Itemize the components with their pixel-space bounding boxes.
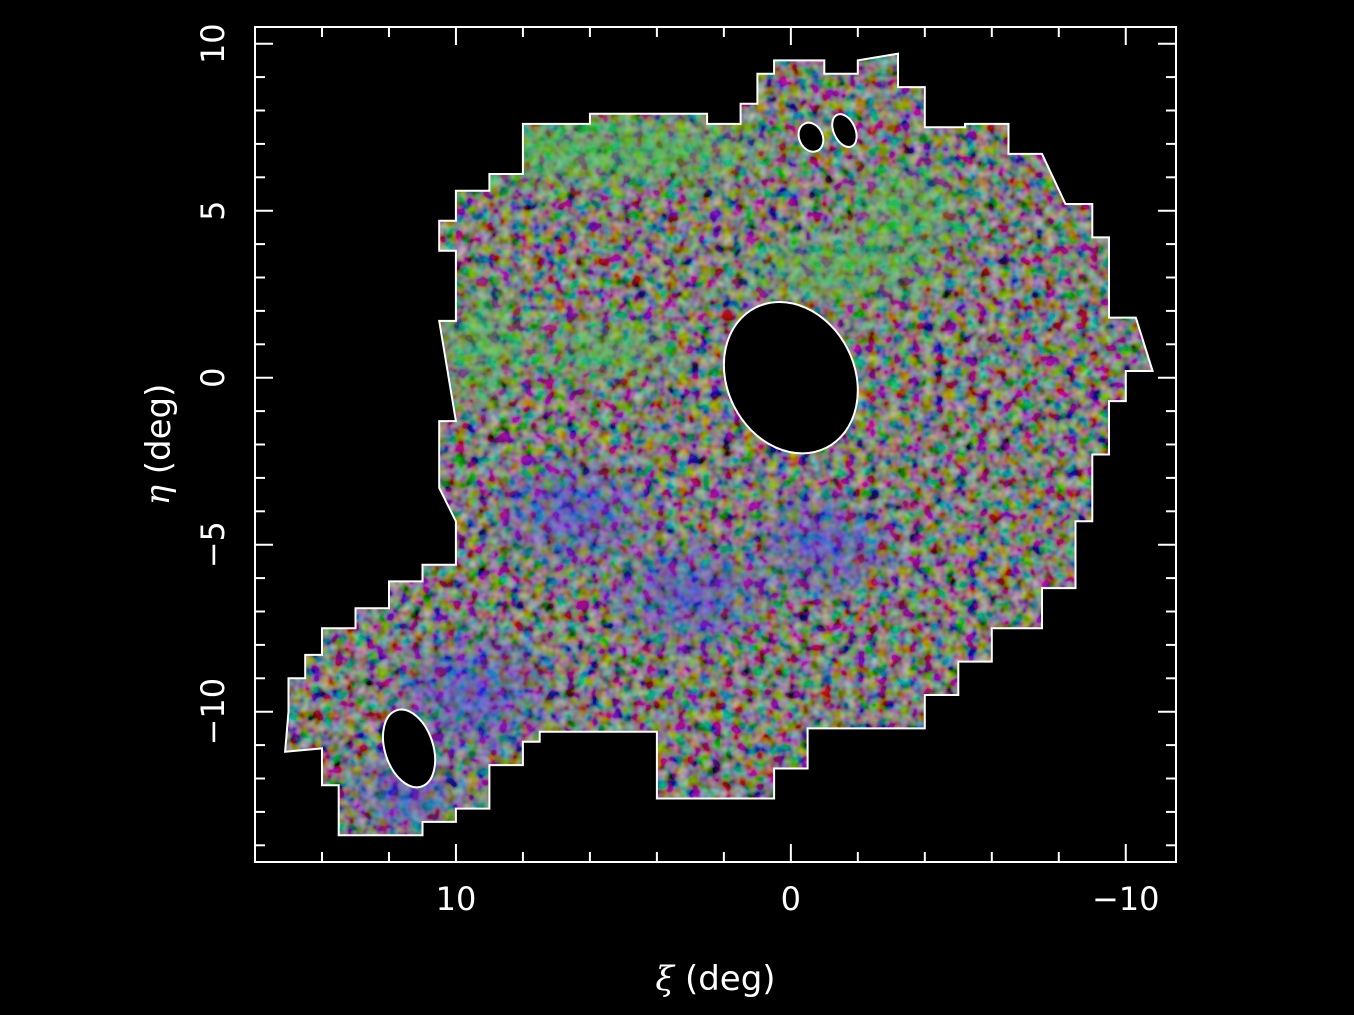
green-emission-blob (506, 310, 708, 392)
x-axis-label: ξ (deg) (655, 959, 775, 999)
blue-emission-blob (472, 444, 674, 579)
x-tick-label: 0 (781, 880, 801, 918)
y-tick-label: −5 (194, 521, 232, 568)
x-tick-label: 10 (436, 880, 477, 918)
y-tick-label: −10 (194, 678, 232, 746)
y-tick-label: 5 (194, 201, 232, 221)
footprint-map (284, 52, 1154, 837)
excluded-region-ellipse (722, 301, 859, 455)
excluded-region-ellipse (381, 708, 437, 789)
axis-ticks (254, 27, 1176, 862)
blue-emission-blob (338, 745, 473, 836)
excluded-region-ellipse (831, 113, 858, 148)
footprint-outline (284, 52, 1154, 837)
y-tick-label: 10 (194, 23, 232, 64)
excluded-region-ellipse (797, 121, 825, 153)
x-tick-label: −10 (1092, 880, 1160, 918)
y-axis-label: η (deg) (138, 384, 179, 506)
blue-emission-blob (589, 528, 791, 662)
y-axis-unit: (deg) (139, 384, 179, 485)
green-emission-blob (707, 220, 976, 315)
green-emission-blob (539, 100, 808, 201)
y-axis-symbol: η (138, 484, 178, 505)
x-axis-unit: (deg) (674, 959, 775, 999)
x-axis-symbol: ξ (655, 959, 676, 999)
blue-emission-blob (740, 477, 909, 612)
y-tick-label: 0 (194, 368, 232, 388)
axis-tick-labels: 10 0 −10 10 5 0 −5 −10 (194, 23, 1160, 918)
